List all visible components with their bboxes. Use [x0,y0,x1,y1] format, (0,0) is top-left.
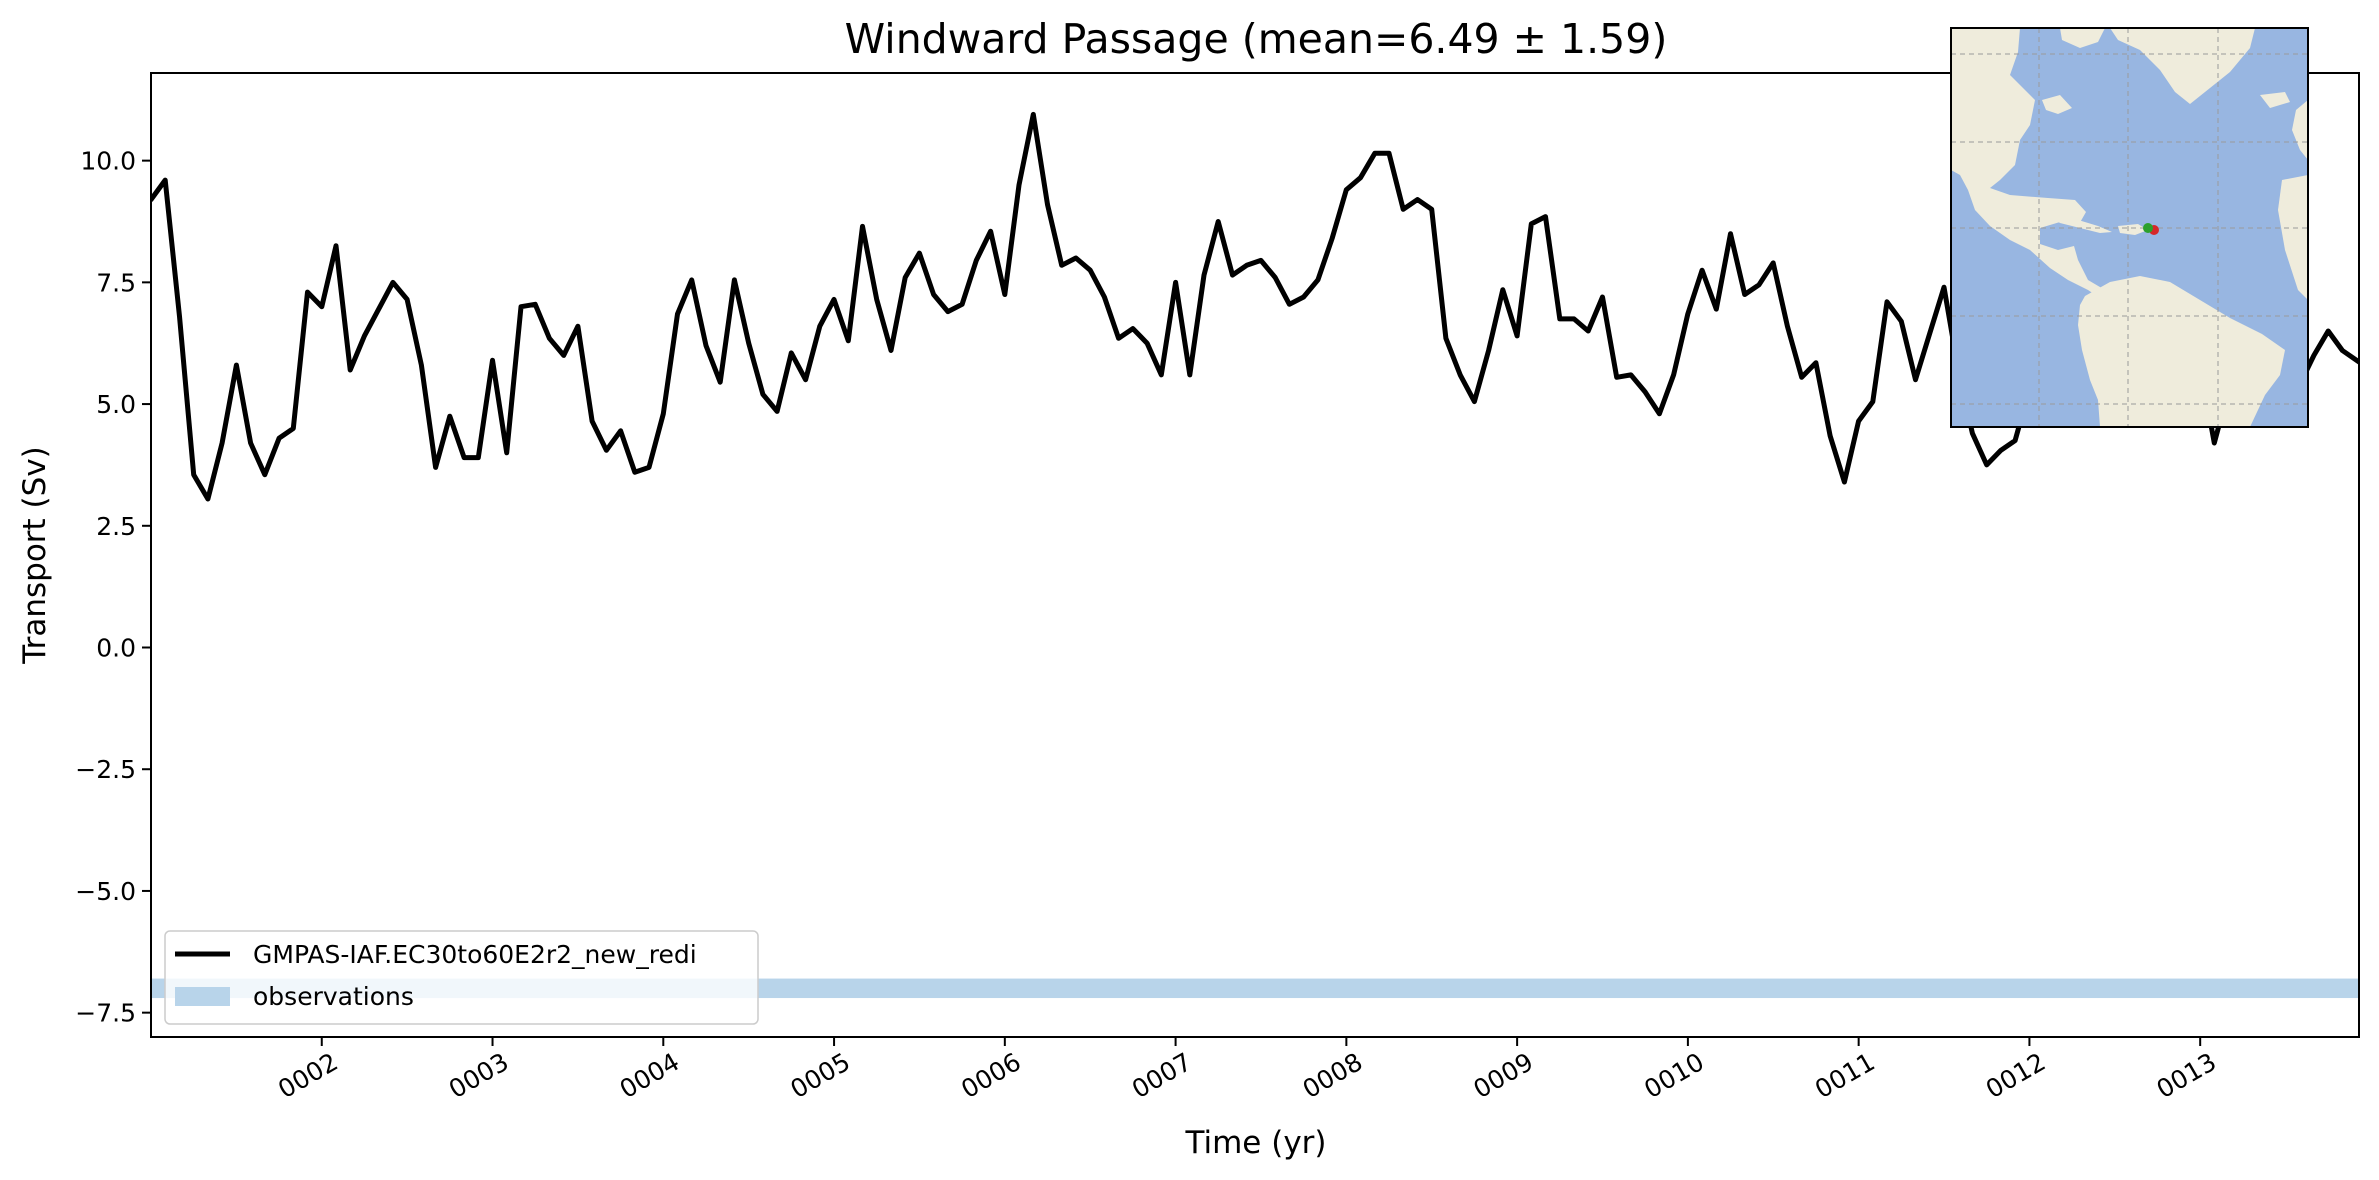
x-tick-label: 0006 [956,1047,1026,1104]
florida-land [2044,198,2056,222]
x-tick-label: 0008 [1298,1047,1368,1104]
legend-box [164,930,759,1025]
y-tick-label: 5.0 [96,390,136,419]
y-tick-label: 10.0 [80,147,136,176]
x-tick-label: 0002 [273,1047,343,1104]
x-tick-label: 0009 [1469,1047,1539,1104]
x-tick-label: 0005 [785,1047,855,1104]
x-tick-label: 0004 [615,1047,685,1104]
greenland-land [2110,28,2255,104]
cuba-land [2052,218,2112,233]
map-frame [1950,27,2309,428]
y-axis: −7.5 −5.0 −2.5 0.0 2.5 5.0 7.5 10.0 [75,147,151,1028]
map-land [1951,28,2308,427]
y-tick-label: 2.5 [96,512,136,541]
x-axis-title: Time (yr) [1185,1125,1327,1161]
chart-title: Windward Passage (mean=6.49 ± 1.59) [845,15,1668,63]
map-graticule [1951,28,2308,427]
south-america-land [2078,276,2285,427]
x-tick-label: 0011 [1810,1047,1880,1104]
hispaniola-land [2118,224,2148,235]
legend-label-observations: observations [253,982,414,1011]
x-tick-label: 0010 [1639,1047,1709,1104]
iceland-land [2260,92,2290,108]
x-tick-label: 0013 [2152,1047,2222,1104]
x-axis: 0002 0003 0004 0005 0006 0007 0008 0009 0010 0011… [273,1037,2221,1104]
y-tick-label: 7.5 [96,268,136,297]
y-tick-label: −7.5 [75,999,136,1028]
plot-frame [150,72,2360,1038]
north-america-land [1951,28,2112,300]
europe-land [2292,100,2308,160]
y-tick-label: −2.5 [75,755,136,784]
arctic-island [2060,28,2105,48]
inset-map [1950,27,2309,428]
section-start-marker [2143,223,2153,233]
x-tick-label: 0003 [444,1047,514,1104]
legend: GMPAS-IAF.EC30to60E2r2_new_redi observat… [164,930,759,1025]
newfoundland-land [2042,95,2072,114]
africa-land [2278,175,2308,300]
y-tick-label: 0.0 [96,634,136,663]
legend-band-swatch [175,987,230,1006]
y-axis-title: Transport (Sv) [17,446,53,665]
x-tick-label: 0012 [1981,1047,2051,1104]
legend-label-model: GMPAS-IAF.EC30to60E2r2_new_redi [253,940,697,969]
x-tick-label: 0007 [1127,1047,1197,1104]
y-tick-label: −5.0 [75,877,136,906]
